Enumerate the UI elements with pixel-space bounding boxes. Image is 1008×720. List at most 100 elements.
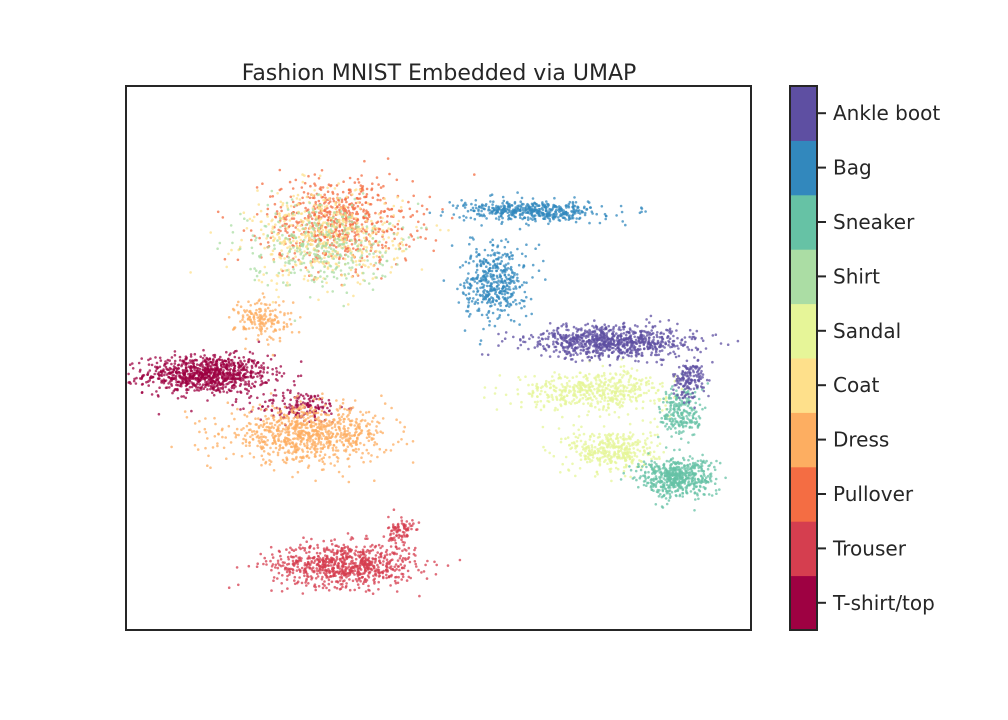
data-point [279, 365, 283, 368]
data-point [269, 392, 273, 395]
data-point [280, 440, 283, 443]
data-point [234, 398, 238, 401]
data-point [329, 184, 333, 187]
data-point [321, 228, 325, 232]
data-point [248, 441, 251, 445]
data-point [188, 385, 192, 389]
data-point [370, 563, 374, 566]
data-point [201, 360, 205, 363]
data-point [379, 258, 382, 261]
data-point [573, 383, 576, 387]
data-point [355, 450, 358, 454]
data-point [354, 447, 358, 451]
data-point [257, 203, 261, 206]
data-point [356, 568, 360, 571]
data-point [204, 363, 208, 366]
data-point [409, 233, 413, 236]
data-point [396, 227, 400, 231]
data-point [543, 390, 547, 394]
data-point [516, 392, 520, 396]
data-point [297, 426, 301, 429]
data-point [282, 372, 286, 375]
data-point [376, 267, 380, 271]
data-point [240, 454, 244, 458]
data-point [413, 548, 416, 552]
data-point [643, 451, 647, 454]
data-point [649, 399, 652, 403]
data-point [393, 237, 396, 241]
data-point [348, 465, 351, 468]
data-point [585, 447, 588, 451]
data-point [356, 205, 360, 208]
data-point [615, 382, 619, 385]
data-point [338, 417, 341, 420]
data-point [316, 554, 320, 558]
data-point [360, 563, 364, 566]
data-point [622, 438, 626, 442]
data-point [306, 446, 309, 450]
data-point [339, 587, 343, 590]
data-point [288, 245, 292, 248]
data-point [377, 543, 381, 547]
data-point [344, 235, 347, 238]
data-point [595, 457, 599, 460]
data-point [629, 376, 632, 379]
data-point [299, 374, 303, 378]
data-point [370, 454, 373, 457]
data-point [362, 245, 366, 249]
data-point [414, 546, 417, 550]
data-point [294, 413, 298, 417]
data-point [214, 422, 217, 426]
data-point [313, 207, 317, 210]
data-point [209, 384, 213, 388]
data-point [435, 224, 439, 227]
data-point [351, 406, 355, 409]
data-point [625, 372, 628, 376]
data-point [321, 432, 325, 436]
data-point [289, 398, 293, 402]
data-point [212, 386, 216, 389]
data-point [605, 450, 609, 453]
data-point [313, 173, 317, 176]
data-point [312, 547, 316, 550]
data-point [292, 194, 295, 198]
data-point [335, 555, 339, 559]
data-point [385, 558, 389, 561]
data-point [622, 374, 625, 377]
data-point [261, 445, 265, 449]
data-point [268, 453, 271, 456]
data-point [221, 216, 225, 219]
data-point [553, 389, 556, 393]
data-point [548, 451, 551, 455]
data-point [263, 317, 267, 321]
data-point [258, 318, 262, 321]
data-point [317, 214, 321, 218]
data-point [386, 214, 389, 218]
data-point [276, 232, 280, 236]
data-point [392, 552, 395, 555]
data-point [330, 426, 334, 430]
data-point [309, 184, 312, 188]
data-point [299, 434, 302, 437]
data-point [319, 238, 322, 242]
data-point [283, 413, 286, 417]
data-point [315, 567, 319, 570]
data-point [579, 439, 583, 443]
data-point [228, 371, 231, 375]
data-point [276, 577, 279, 580]
data-point [569, 390, 572, 393]
data-point [317, 584, 321, 588]
data-point [554, 406, 557, 410]
data-point [272, 579, 275, 582]
data-point [377, 227, 381, 231]
data-point [285, 204, 289, 207]
data-point [282, 321, 286, 324]
data-point [221, 435, 224, 439]
data-point [161, 369, 165, 373]
data-point [241, 318, 244, 322]
data-point [394, 545, 398, 548]
data-point [222, 362, 225, 366]
data-point [293, 575, 297, 579]
data-point [306, 426, 309, 430]
data-point [371, 592, 375, 595]
